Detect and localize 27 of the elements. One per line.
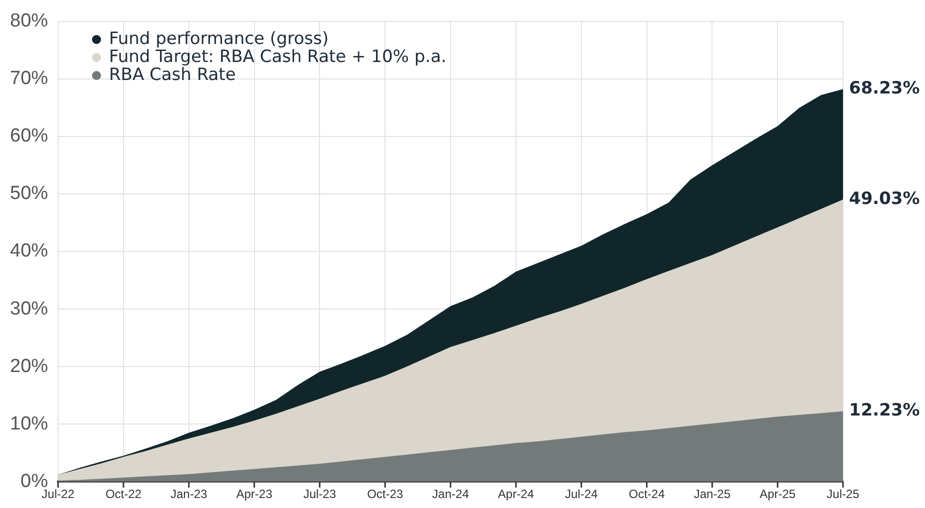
y-tick-label: 20% — [10, 356, 48, 377]
y-tick-label: 60% — [10, 126, 48, 147]
y-tick-label: 40% — [10, 240, 48, 262]
y-tick-label: 30% — [10, 298, 48, 320]
y-tick-label: 50% — [10, 183, 48, 204]
x-tick-label: Oct-22 — [105, 487, 142, 502]
x-tick-label: Oct-24 — [628, 487, 666, 502]
x-tick-label: Apr-25 — [760, 487, 796, 502]
x-tick-label: Jul-24 — [565, 487, 598, 502]
x-tick-label: Apr-24 — [498, 487, 534, 502]
x-tick-label: Apr-23 — [236, 487, 273, 502]
x-tick-label: Jul-23 — [303, 487, 336, 502]
legend-label: Fund performance (gross) — [109, 29, 329, 49]
x-tick-label: Jul-25 — [826, 487, 860, 502]
data-label: 68.23% — [849, 78, 920, 99]
x-tick-label: Jan-24 — [432, 487, 470, 502]
legend-label: Fund Target: RBA Cash Rate + 10% p.a. — [109, 47, 446, 67]
legend-label: RBA Cash Rate — [109, 65, 236, 85]
x-tick-label: Jan-25 — [694, 487, 731, 502]
x-tick-label: Jul-22 — [42, 487, 75, 502]
y-tick-label: 10% — [10, 413, 48, 434]
y-tick-label: 70% — [10, 68, 48, 90]
data-label: 49.03% — [849, 188, 920, 209]
x-tick-label: Jan-23 — [170, 487, 208, 502]
x-tick-label: Oct-23 — [367, 487, 404, 502]
data-label: 12.23% — [849, 400, 920, 421]
y-tick-label: 80% — [10, 10, 48, 32]
